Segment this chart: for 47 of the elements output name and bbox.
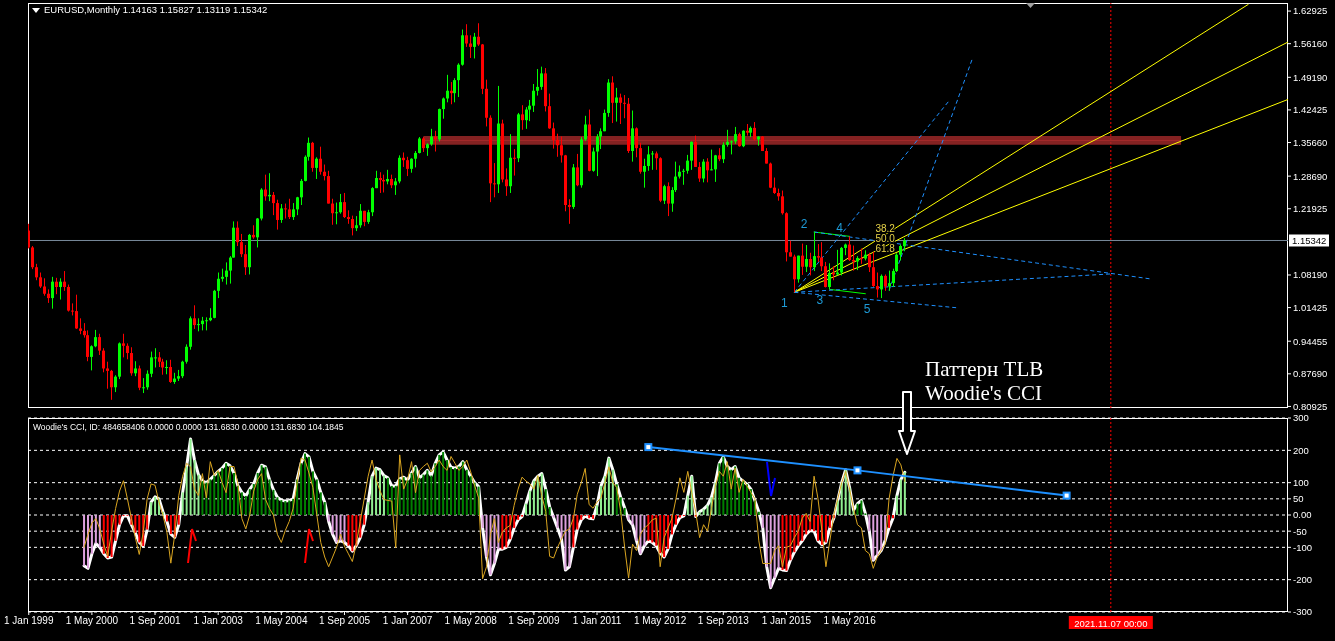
- y-tick-label: 0.80925: [1293, 400, 1328, 412]
- y-tick-label: 1.28690: [1293, 170, 1328, 182]
- y-tick-label: -200: [1293, 574, 1313, 586]
- ref-line-label: 1.15342: [1292, 234, 1327, 246]
- y-tick-label: 50: [1293, 493, 1304, 505]
- y-tick-label: 300: [1293, 412, 1309, 424]
- y-tick-label: 0.00: [1293, 509, 1312, 521]
- x-tick-label: 1 May 2012: [634, 615, 687, 627]
- y-tick-label: 1.21925: [1293, 203, 1328, 215]
- x-tick-label: 1 May 2008: [444, 615, 498, 627]
- y-tick-label: 1.42425: [1293, 104, 1328, 116]
- x-tick-label: 1 Sep 2013: [697, 615, 750, 627]
- y-tick-label: 200: [1293, 444, 1309, 456]
- y-tick-label: 100: [1293, 477, 1309, 489]
- x-tick-label: 1 May 2000: [65, 615, 119, 627]
- y-tick-label: 0.94455: [1293, 335, 1328, 347]
- x-tick-label: 1 Jan 1999: [4, 615, 54, 627]
- y-tick-label: 1.56160: [1293, 38, 1328, 50]
- y-tick-label: -50: [1293, 525, 1307, 537]
- y-tick-label: -300: [1293, 606, 1313, 618]
- chart-title: EURUSD,Monthly 1.14163 1.15827 1.13119 1.15342: [44, 4, 268, 16]
- y-tick-label: 1.08190: [1293, 269, 1328, 281]
- x-tick-label: 1 May 2004: [255, 615, 308, 627]
- y-tick-label: 1.01425: [1293, 301, 1328, 313]
- annotation: Паттерн TLB: [925, 357, 1044, 381]
- annotation: 2: [800, 217, 808, 232]
- y-tick-label: -100: [1293, 541, 1313, 553]
- x-tick-label: 1 Jan 2003: [193, 615, 244, 627]
- text: Woodie's CCI, ID: 484658406 0.0000 0.0000 131.6830 0.0000 131.6830 104.1845: [33, 421, 344, 433]
- annotation: 38.2: [875, 222, 896, 234]
- annotation: 4: [836, 221, 844, 236]
- x-tick-label: 1 Sep 2005: [318, 615, 371, 627]
- y-tick-label: 1.62925: [1293, 5, 1328, 17]
- x-tick-label: 1 May 2016: [823, 615, 877, 627]
- y-tick-label: 1.35660: [1293, 136, 1328, 148]
- x-tick-label: 1 Sep 2009: [508, 615, 560, 627]
- y-tick-label: 0.87690: [1293, 368, 1328, 380]
- annotation: 1: [780, 296, 788, 311]
- annotation: Woodie's CCI: [925, 381, 1043, 405]
- annotation: 3: [816, 293, 824, 308]
- x-tick-label: 1 Sep 2001: [129, 615, 182, 627]
- y-tick-label: 1.49190: [1293, 71, 1328, 83]
- ref-line-label: 2021.11.07 00:00: [1074, 617, 1148, 629]
- x-tick-label: 1 Jan 2015: [761, 615, 812, 627]
- x-tick-label: 1 Jan 2011: [572, 615, 622, 627]
- x-tick-label: 1 Jan 2007: [382, 615, 433, 627]
- annotation: 5: [863, 301, 871, 316]
